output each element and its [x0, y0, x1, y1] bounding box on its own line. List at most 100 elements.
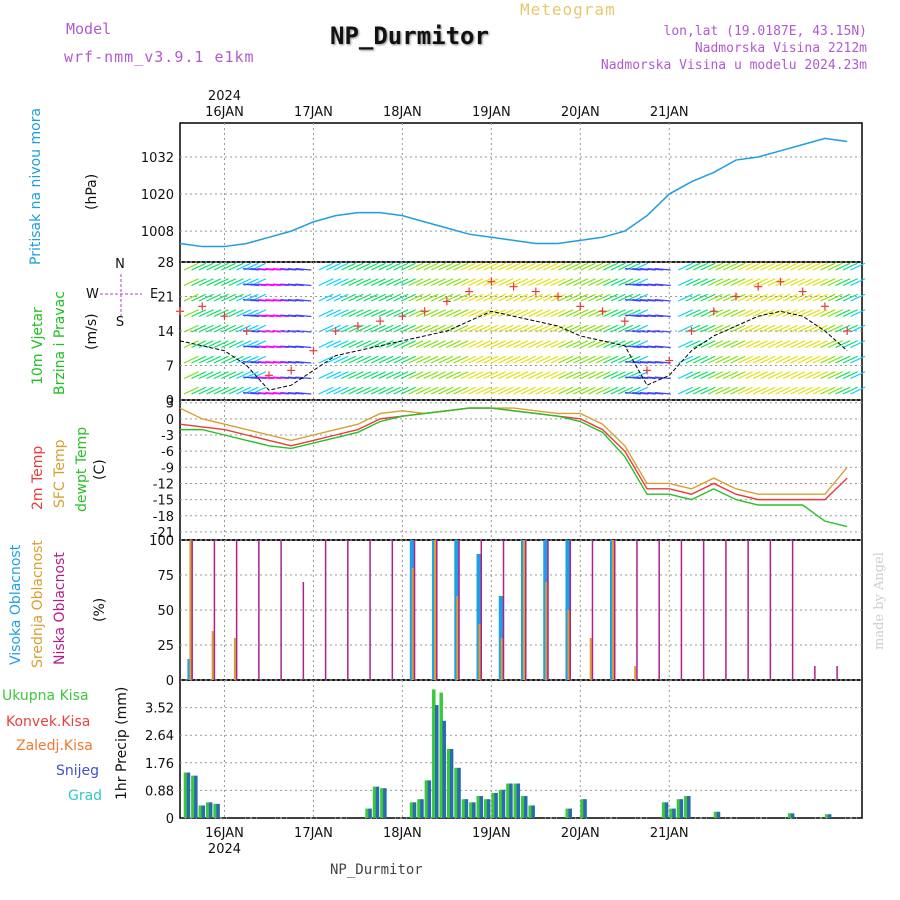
- wind-barb: [370, 293, 386, 302]
- wind-barb: [550, 278, 566, 287]
- wind-barb: [490, 355, 506, 364]
- wind-barb: [618, 371, 634, 380]
- wind-barb: [191, 340, 207, 349]
- wind-barb: [835, 293, 851, 302]
- wind-barb: [468, 262, 484, 271]
- wind-barb: [393, 386, 409, 395]
- compass-east: E: [150, 287, 158, 302]
- wind-barb: [228, 386, 244, 395]
- wind-barb: [827, 309, 843, 318]
- cloud-bar: [567, 610, 570, 680]
- cloud-bar: [478, 624, 481, 680]
- wind-barb: [603, 355, 619, 364]
- model-altitude-label: Nadmorska Visina u modelu 2024.23m: [600, 58, 867, 73]
- precip-bar: [476, 796, 481, 818]
- wind-barb: [475, 355, 491, 364]
- temp-series-line-2: [180, 407, 848, 528]
- cloud-bar: [456, 596, 459, 680]
- wind-barb: [639, 314, 656, 318]
- wind-barb: [850, 262, 866, 271]
- wind-barb: [385, 278, 401, 287]
- wind-barb: [191, 262, 207, 271]
- wind-barb: [460, 309, 476, 318]
- compass-north: N: [115, 257, 125, 272]
- wind-barb: [272, 314, 289, 318]
- wind-barb: [265, 299, 282, 302]
- wind-barb: [183, 340, 199, 349]
- wind-barb: [295, 330, 312, 333]
- wind-barb: [198, 293, 214, 302]
- wind-barb: [228, 309, 244, 318]
- wind-barb: [752, 262, 768, 271]
- station-title: NP_Durmitor: [330, 22, 489, 50]
- wind-barb: [812, 371, 828, 380]
- wind-barb: [475, 386, 491, 395]
- precip-bar: [479, 796, 484, 818]
- wind-barb: [513, 355, 529, 364]
- wind-barb: [513, 293, 529, 302]
- wind-barb: [707, 278, 723, 287]
- wind-barb: [775, 324, 791, 333]
- wind-barb: [183, 293, 199, 302]
- wind-barb: [745, 324, 761, 333]
- wind-barb: [805, 324, 821, 333]
- compass-south: S: [116, 315, 124, 330]
- wind-barb: [483, 309, 499, 318]
- wind-barb: [236, 309, 252, 318]
- pressure-unit-label: (hPa): [84, 174, 100, 210]
- wind-barb: [423, 371, 439, 380]
- wind-barb: [543, 309, 559, 318]
- wind-barb: [603, 371, 619, 380]
- wind-barb: [610, 386, 626, 395]
- wind-barb: [430, 371, 446, 380]
- wind-barb: [565, 278, 581, 287]
- wind-barb: [647, 314, 664, 318]
- wind-barb: [183, 371, 199, 380]
- wind-barb: [812, 386, 828, 395]
- wind-barb: [423, 309, 439, 318]
- wind-barb: [535, 293, 551, 302]
- ytick-label: 1032: [141, 151, 174, 166]
- wind-barb: [191, 324, 207, 333]
- wind-barb: [505, 355, 521, 364]
- wind-barb: [573, 371, 589, 380]
- wind-barb: [236, 386, 252, 395]
- wind-barb: [685, 262, 701, 271]
- wind-barb: [782, 340, 798, 349]
- wind-barb: [760, 340, 776, 349]
- meteogram-title: Meteogram: [520, 0, 616, 19]
- wind-barb: [295, 314, 312, 318]
- wind-barb: [632, 376, 649, 380]
- wind-barb: [558, 293, 574, 302]
- wind-barb: [183, 309, 199, 318]
- ytick-label: -3: [161, 429, 174, 444]
- wind-barb: [842, 340, 858, 349]
- wind-barb: [737, 371, 753, 380]
- wind-barb: [250, 283, 267, 287]
- wind-barb: [520, 278, 536, 287]
- ytick-label: 28: [157, 256, 174, 271]
- wind-barb: [408, 262, 424, 271]
- wind-barb: [505, 371, 521, 380]
- wind-barb: [475, 278, 491, 287]
- wind-barb: [378, 278, 394, 287]
- wind-barb: [333, 386, 349, 395]
- ytick-label: 0: [166, 812, 174, 827]
- wind-barb: [242, 299, 259, 302]
- cloud-bar: [189, 540, 192, 680]
- footer-station: NP_Durmitor: [330, 862, 423, 878]
- wind-barb: [812, 309, 828, 318]
- wind-barb: [528, 340, 544, 349]
- wind-barb: [692, 278, 708, 287]
- cloud-bar: [769, 540, 772, 680]
- wind-barb: [408, 355, 424, 364]
- cloud-bar: [213, 540, 216, 680]
- wind-barb: [700, 355, 716, 364]
- wind-barb: [790, 309, 806, 318]
- wind-barb: [835, 309, 851, 318]
- wind-barb: [242, 392, 259, 395]
- wind-barb: [565, 293, 581, 302]
- wind-barb: [400, 355, 416, 364]
- precip-legend-label: Grad: [68, 788, 102, 804]
- wind-barb: [341, 262, 357, 271]
